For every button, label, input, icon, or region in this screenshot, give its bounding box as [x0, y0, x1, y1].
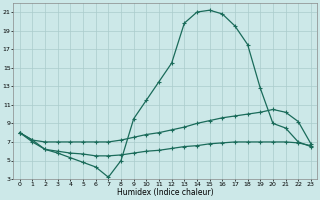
X-axis label: Humidex (Indice chaleur): Humidex (Indice chaleur) [117, 188, 214, 197]
